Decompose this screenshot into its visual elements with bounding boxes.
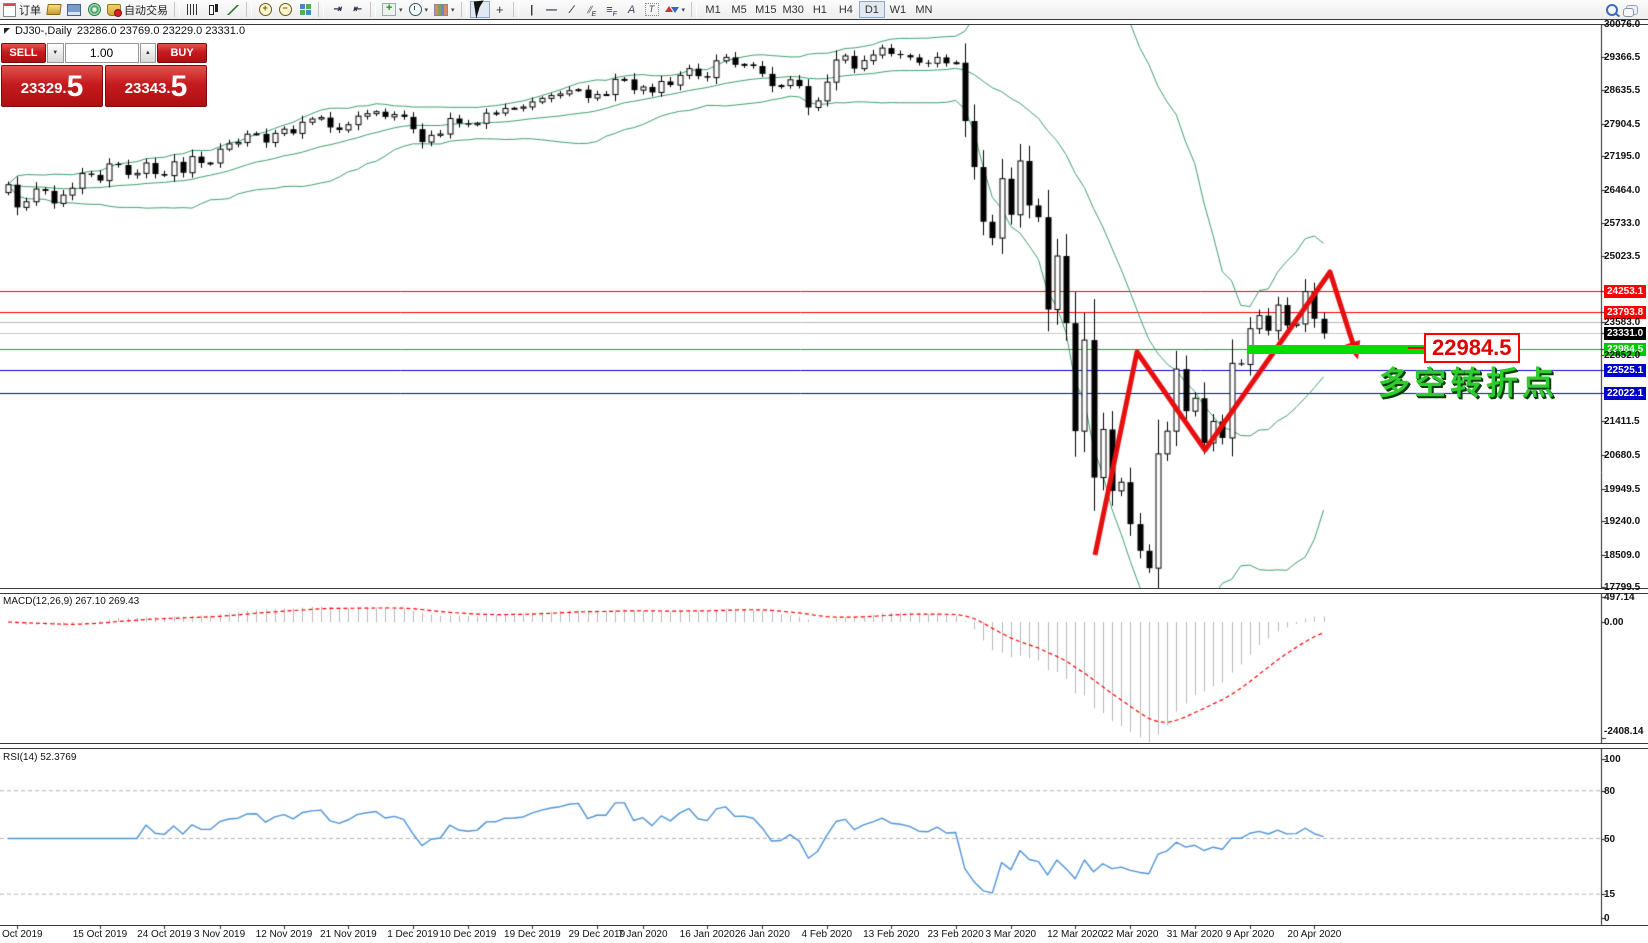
rsi-indicator-label: RSI(14) 52.3769 [3, 752, 77, 763]
turning-point-note[interactable]: 多空转折点 [1378, 365, 1559, 401]
date-label: 12 Nov 2019 [255, 929, 313, 940]
date-label: 3 Mar 2020 [985, 929, 1037, 940]
macd-axis-label: -2408.14 [1604, 726, 1644, 737]
date-label: 23 Feb 2020 [927, 929, 984, 940]
support-price-tag[interactable]: 22984.5 [1424, 333, 1520, 363]
price-tick-label: 27195.0 [1604, 151, 1641, 163]
price-tick-label: 27904.5 [1604, 118, 1641, 130]
macd-axis-label: 0.00 [1604, 617, 1624, 628]
date-label: 22 Mar 2020 [1102, 929, 1159, 940]
date-label: 7 Jan 2020 [618, 929, 668, 940]
symbol-name: DJ30-,Daily [15, 25, 72, 37]
rsi-axis-label: 0 [1604, 913, 1610, 924]
price-level-label: 24253.1 [1604, 285, 1647, 299]
bid-price-pip: 5 [66, 70, 84, 103]
price-tick-label: 19240.0 [1604, 516, 1641, 528]
date-label: 15 Oct 2019 [72, 929, 128, 940]
price-tick-label: 20680.5 [1604, 449, 1641, 461]
volume-decrease-button[interactable]: ▼ [46, 43, 64, 63]
date-label: 21 Nov 2019 [320, 929, 377, 940]
date-label: 9 Apr 2020 [1225, 929, 1275, 940]
rsi-axis-label: 15 [1604, 889, 1616, 901]
rsi-axis-label: 50 [1604, 833, 1616, 845]
buy-button[interactable]: BUY [157, 43, 208, 63]
macd-indicator-label: MACD(12,26,9) 267.10 269.43 [3, 596, 140, 607]
date-label: 31 Mar 2020 [1166, 929, 1223, 940]
ask-price-main: 23343. [124, 80, 171, 97]
price-tick-label: 21411.5 [1604, 416, 1640, 428]
date-label: 4 Feb 2020 [801, 929, 853, 940]
one-click-trading-panel: SELL ▼ ▲ BUY 23329.5 23343.5 [1, 43, 208, 107]
date-label: 10 Dec 2019 [439, 929, 497, 940]
date-axis-border [0, 925, 1648, 926]
ohlc-values: 23286.0 23769.0 23229.0 23331.0 [76, 25, 246, 37]
price-tick-label: 18509.0 [1604, 549, 1641, 561]
ask-price-pip: 5 [170, 70, 188, 103]
date-label: 24 Oct 2019 [137, 929, 192, 940]
date-label: 1 Dec 2019 [387, 929, 439, 940]
price-level-label: 22022.1 [1604, 387, 1647, 401]
price-tick-label: 19949.5 [1604, 483, 1641, 495]
price-level-label: 23793.8 [1604, 306, 1647, 320]
price-tag-connector [1408, 347, 1424, 349]
date-label: 16 Jan 2020 [679, 929, 735, 940]
panel-separator[interactable] [0, 588, 1648, 594]
date-label: 19 Dec 2019 [504, 929, 561, 940]
date-label: 29 Dec 2019 [568, 929, 626, 940]
volume-increase-button[interactable]: ▲ [139, 43, 157, 63]
price-level-label: 23583.0 [1604, 316, 1641, 328]
ask-price-button[interactable]: 23343. 5 [105, 65, 207, 107]
panel-separator[interactable] [0, 19, 1648, 25]
rsi-axis-label: 100 [1604, 754, 1621, 765]
bid-price-button[interactable]: 23329. 5 [1, 65, 103, 107]
macd-axis-label: 497.14 [1604, 592, 1635, 604]
panel-separator[interactable] [0, 743, 1648, 749]
price-tick-label: 25023.5 [1604, 250, 1641, 262]
volume-input[interactable] [64, 43, 139, 63]
chart-symbol-icon [4, 28, 10, 34]
price-level-label: 22984.5 [1604, 343, 1647, 357]
price-tick-label: 26464.0 [1604, 184, 1641, 196]
price-tick-label: 28635.5 [1604, 85, 1641, 97]
price-tick-label: 30076.0 [1604, 19, 1641, 30]
rsi-axis-label: 80 [1604, 785, 1616, 797]
price-tick-label: 17799.5 [1604, 582, 1641, 594]
support-zone-bar[interactable] [1247, 345, 1428, 354]
date-label: 3 Nov 2019 [194, 929, 246, 940]
price-tick-label: 25733.0 [1604, 218, 1641, 230]
price-level-label: 23331.0 [1604, 327, 1647, 341]
date-label: Oct 2019 [2, 929, 43, 940]
chart-title: DJ30-,Daily 23286.0 23769.0 23229.0 2333… [4, 25, 245, 37]
price-level-label: 22852.0 [1604, 350, 1641, 362]
date-label: 20 Apr 2020 [1287, 929, 1342, 940]
bid-price-main: 23329. [20, 80, 67, 97]
sell-button[interactable]: SELL [1, 43, 46, 63]
date-label: 12 Mar 2020 [1047, 929, 1104, 940]
date-label: 26 Jan 2020 [734, 929, 790, 940]
date-label: 13 Feb 2020 [863, 929, 920, 940]
price-tick-label: 29366.5 [1604, 51, 1641, 63]
price-level-label: 22525.1 [1604, 364, 1647, 378]
